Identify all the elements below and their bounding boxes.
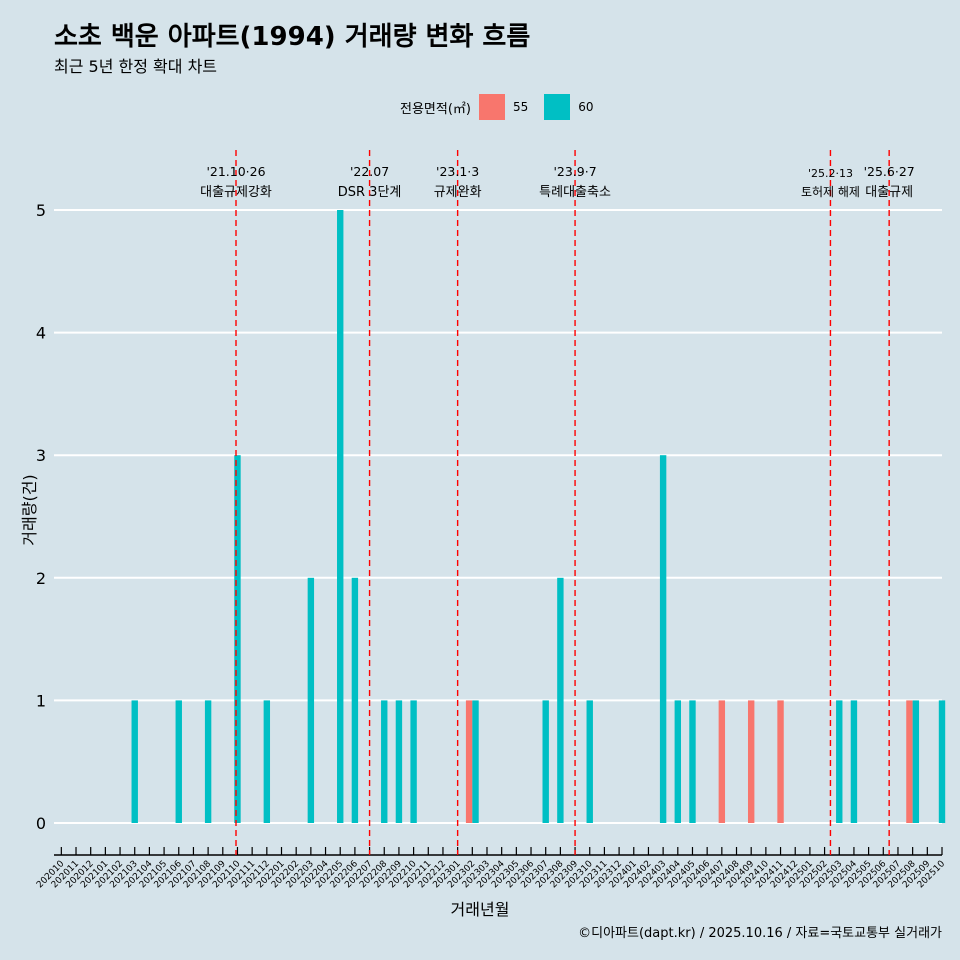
bar-60-202203 (307, 577, 315, 823)
bar-60-202302 (472, 700, 479, 823)
bar-60-202205 (337, 210, 344, 823)
bar-60-202106 (175, 700, 182, 823)
event-date: '21.10·26 (206, 164, 265, 179)
bar-55-202411 (777, 700, 784, 823)
legend-key-55 (478, 94, 505, 120)
event-date: '25.2·13 (808, 167, 853, 180)
legend-title: 전용면적(㎡) (400, 101, 471, 117)
bar-60-202404 (674, 700, 682, 823)
bar-60-202108 (204, 700, 212, 823)
event-label: DSR 3단계 (338, 185, 402, 200)
bar-55-202407 (718, 700, 726, 823)
bar-60-202503 (836, 700, 843, 823)
bar-60-202208 (381, 700, 388, 823)
bar-55-202508 (906, 700, 913, 823)
y-tick-label: 3 (36, 446, 46, 465)
bar-60-202110 (234, 455, 241, 823)
bar-60-202307 (542, 700, 549, 823)
event-label: 대출규제강화 (200, 185, 272, 200)
bar-60-202310 (586, 700, 593, 823)
bar-55-202302 (465, 700, 473, 823)
bar-60-202504 (850, 700, 858, 823)
bar-60-202403 (659, 455, 667, 823)
bar-60-202209 (395, 700, 403, 823)
event-date: '25.6·27 (864, 164, 915, 179)
y-tick-label: 5 (36, 201, 46, 220)
event-date: '22.07 (350, 164, 389, 179)
legend: 전용면적(㎡) 55 60 (400, 92, 610, 122)
bar-55-202409 (747, 700, 755, 823)
bar-60-202210 (410, 700, 417, 823)
y-tick-label: 0 (36, 814, 46, 833)
bar-60-202308 (557, 577, 564, 823)
y-tick-label: 1 (36, 691, 46, 710)
legend-label-55: 55 (512, 100, 529, 114)
y-tick-label: 2 (36, 569, 46, 588)
bar-60-202103 (131, 700, 138, 823)
bar-60-202112 (263, 700, 271, 823)
source-caption: ©디아파트(dapt.kr) / 2025.10.16 / 자료=국토교통부 실… (578, 926, 942, 941)
legend-label-60: 60 (578, 100, 594, 114)
event-date: '23.9·7 (553, 164, 596, 179)
legend-key-60 (544, 94, 571, 120)
y-tick-label: 4 (36, 324, 46, 343)
bar-60-202405 (689, 700, 696, 823)
event-label: 특례대출축소 (539, 185, 611, 200)
bar-60-202206 (351, 577, 359, 823)
y-axis-title: 거래량(건) (20, 474, 39, 546)
event-label: 토허제 해제 (801, 185, 860, 199)
chart-subtitle: 최근 5년 한정 확대 차트 (54, 57, 218, 76)
chart-title: 소초 백운 아파트(1994) 거래량 변화 흐름 (54, 22, 531, 52)
bar-60-202508 (912, 700, 920, 823)
event-date: '23.1·3 (436, 164, 479, 179)
event-label: 규제완화 (434, 185, 482, 200)
x-axis-title: 거래년월 (450, 900, 510, 919)
event-label: 대출규제 (865, 185, 913, 200)
bar-60-202510 (938, 700, 946, 823)
